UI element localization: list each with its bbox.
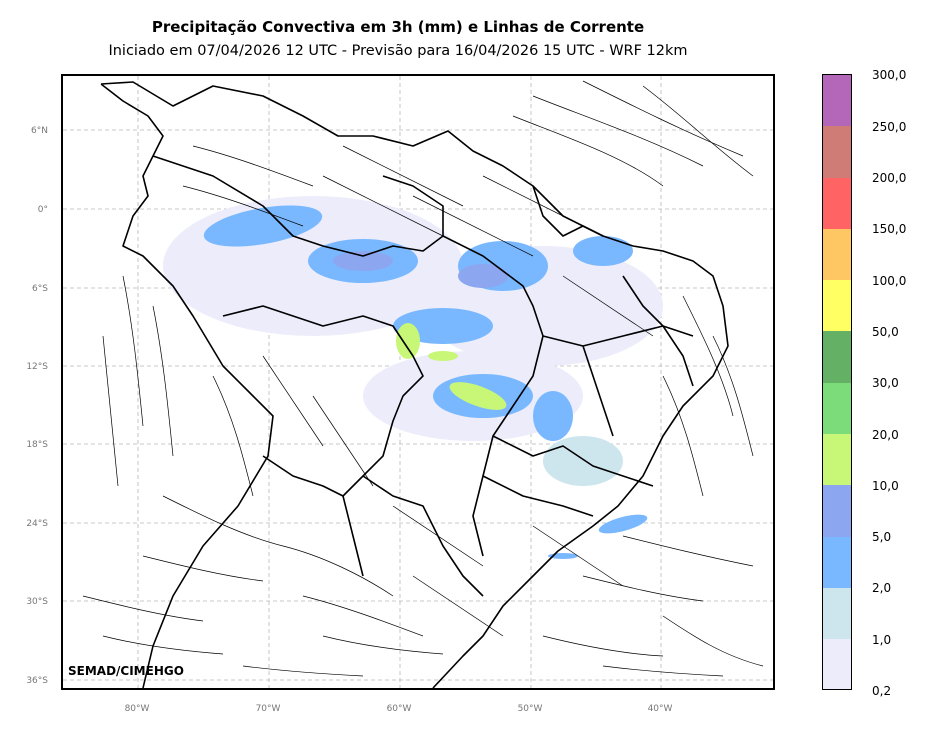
cb-label-12: 300,0 — [872, 68, 907, 82]
border-1 — [152, 155, 444, 257]
cb-seg-1 — [823, 639, 851, 690]
cb-seg-9 — [823, 228, 851, 281]
precip-purple-2 — [458, 264, 508, 288]
cb-label-1: 1,0 — [872, 633, 892, 647]
cb-seg-2 — [823, 587, 851, 640]
credit-label: SEMAD/CIMEHGO — [68, 664, 184, 678]
precip-blue-7 — [533, 391, 573, 441]
precip-blue-8 — [598, 514, 648, 534]
cb-label-4: 10,0 — [872, 479, 899, 493]
map-svg — [63, 76, 773, 688]
border-3 — [442, 235, 544, 557]
cb-seg-4 — [823, 485, 851, 537]
border-6 — [482, 475, 594, 517]
border-7 — [362, 475, 484, 597]
border-2 — [222, 305, 424, 497]
cb-label-3: 5,0 — [872, 530, 892, 544]
lat-label-18s: 18°S — [26, 440, 48, 450]
lat-label-6n: 6°N — [31, 126, 48, 136]
cb-label-5: 20,0 — [872, 428, 899, 442]
cb-seg-6 — [823, 382, 851, 435]
precip-green-3 — [428, 351, 458, 361]
lon-label-50w: 50°W — [517, 704, 543, 714]
cb-label-7: 50,0 — [872, 325, 899, 339]
cb-label-8: 100,0 — [872, 274, 907, 288]
cb-label-0: 0,2 — [872, 684, 892, 698]
border-10 — [622, 275, 694, 387]
border-11 — [582, 345, 614, 437]
cb-seg-10 — [823, 177, 851, 229]
cb-seg-11 — [823, 126, 851, 178]
lat-label-12s: 12°S — [26, 362, 48, 372]
precip-blue-4 — [573, 236, 633, 266]
cb-seg-7 — [823, 331, 851, 383]
chart-subtitle: Iniciado em 07/04/2026 12 UTC - Previsão… — [108, 43, 688, 59]
colorbar — [822, 74, 852, 690]
lon-label-80w: 80°W — [124, 704, 150, 714]
cb-label-11: 250,0 — [872, 120, 907, 134]
lon-label-60w: 60°W — [386, 704, 412, 714]
cb-seg-12 — [823, 75, 851, 127]
cb-label-6: 30,0 — [872, 376, 899, 390]
chart-title: Precipitação Convectiva em 3h (mm) e Lin… — [151, 18, 645, 36]
border-4 — [542, 325, 694, 347]
precipitation-field — [163, 196, 663, 559]
lon-label-40w: 40°W — [647, 704, 673, 714]
map-panel: SEMAD/CIMEHGO — [61, 74, 775, 690]
cb-seg-3 — [823, 536, 851, 588]
cb-label-10: 200,0 — [872, 171, 907, 185]
precip-pale-1 — [543, 436, 623, 486]
precip-green-2 — [449, 382, 507, 410]
lat-label-0: 0° — [37, 205, 48, 215]
precip-purple-1 — [333, 251, 393, 271]
precip-green-1 — [396, 323, 420, 359]
lat-label-30s: 30°S — [26, 597, 48, 607]
lat-label-6s: 6°S — [32, 284, 48, 294]
border-5 — [492, 435, 654, 487]
cb-label-9: 150,0 — [872, 222, 907, 236]
lat-label-24s: 24°S — [26, 519, 48, 529]
cb-seg-5 — [823, 434, 851, 486]
cb-seg-8 — [823, 280, 851, 332]
lat-label-36s: 36°S — [26, 676, 48, 686]
lon-label-70w: 70°W — [255, 704, 281, 714]
border-9 — [532, 185, 604, 237]
border-8 — [262, 455, 364, 577]
cb-label-2: 2,0 — [872, 581, 892, 595]
continent-outline — [100, 81, 729, 688]
streamlines — [82, 80, 764, 677]
map-borders — [100, 81, 729, 688]
